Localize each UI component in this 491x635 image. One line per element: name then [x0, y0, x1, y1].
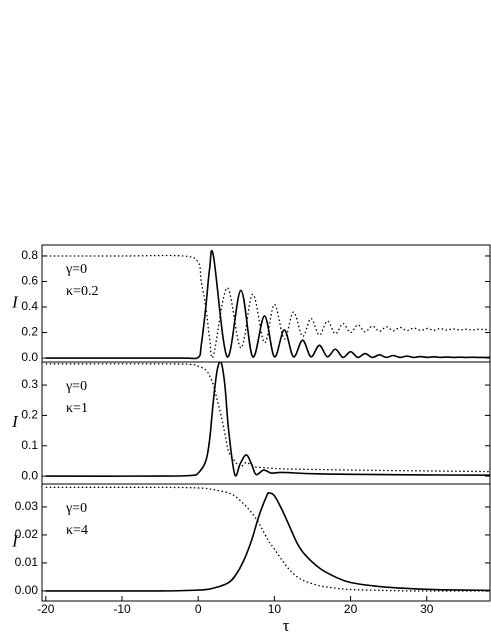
y-tick-label: 0.0: [21, 468, 38, 482]
plot-frame: [41, 483, 491, 602]
annotation: γ=0: [65, 501, 87, 516]
y-tick-label: 0.3: [21, 377, 38, 391]
x-tick-label: 0: [195, 602, 202, 616]
plot-frame: [41, 361, 491, 485]
line-solid: [45, 492, 490, 592]
y-tick-label: 0.01: [15, 555, 39, 569]
y-tick-label: 0.02: [15, 527, 39, 541]
line-dotted: [45, 486, 490, 592]
y-tick-label: 0.0: [21, 350, 38, 364]
line-dotted: [45, 254, 490, 359]
y-axis-label: I: [11, 292, 19, 311]
x-tick-label: -10: [113, 602, 131, 616]
line-dotted: [45, 363, 490, 473]
x-tick-label: -20: [37, 602, 55, 616]
annotation: κ=4: [66, 523, 88, 538]
x-tick-label: 10: [268, 602, 282, 616]
annotation: κ=0.2: [66, 284, 98, 299]
y-tick-label: 0.6: [21, 274, 38, 288]
x-tick-label: 20: [344, 602, 358, 616]
y-tick-label: 0.2: [21, 408, 38, 422]
annotation: γ=0: [65, 379, 87, 394]
plot-frame: [41, 244, 491, 363]
annotation: γ=0: [65, 262, 87, 277]
y-axis-label: I: [11, 412, 19, 431]
y-tick-label: 0.4: [21, 299, 38, 313]
y-tick-label: 0.00: [15, 583, 39, 597]
y-tick-label: 0.2: [21, 325, 38, 339]
line-solid: [45, 362, 490, 477]
y-tick-label: 0.8: [21, 248, 38, 262]
y-tick-label: 0.1: [21, 438, 38, 452]
y-tick-label: 0.03: [15, 499, 39, 513]
x-axis-label: τ: [283, 616, 290, 635]
x-tick-label: 30: [420, 602, 434, 616]
y-axis-label: I: [11, 531, 19, 550]
line-solid: [45, 249, 490, 360]
annotation: κ=1: [66, 401, 88, 416]
